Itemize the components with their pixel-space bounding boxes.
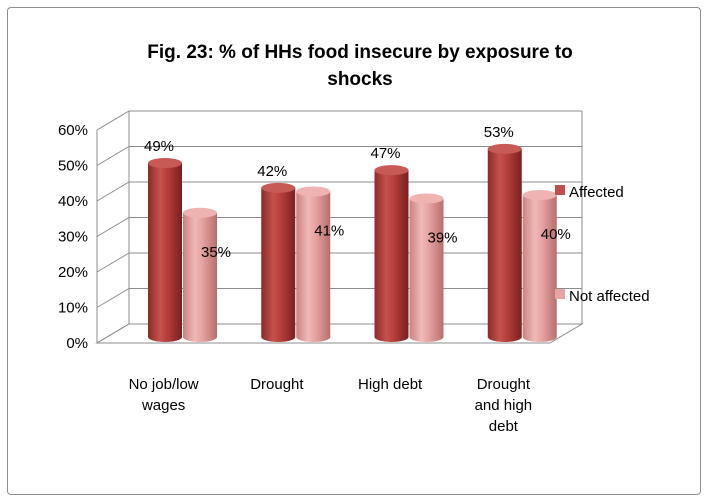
y-tick-label: 60% <box>58 122 88 139</box>
bar <box>296 186 331 342</box>
x-tick-label-line: High debt <box>358 376 423 393</box>
bar <box>148 158 182 342</box>
y-tick-label: 0% <box>66 335 88 352</box>
bar-body <box>296 191 331 342</box>
bar <box>409 193 444 342</box>
bar-top <box>487 143 522 154</box>
bar-body <box>183 212 217 342</box>
y-axis: 0% 10% 20% 30% 40% 50% 60% <box>58 122 88 352</box>
x-tick-label-line: wages <box>141 397 185 414</box>
bar-body <box>522 195 557 342</box>
floor <box>95 323 584 344</box>
x-tick-label: High debt <box>358 376 423 393</box>
bar-body <box>261 187 296 342</box>
chart-title-line-2: shocks <box>327 69 392 90</box>
data-labels: 49% 35% 42% 41% 47% 39% 53% 40% <box>144 124 571 261</box>
bar <box>487 143 522 342</box>
side-wall-line <box>96 146 130 166</box>
chart-frame <box>7 7 701 495</box>
bar <box>183 207 217 342</box>
y-tick-label: 50% <box>58 158 88 175</box>
bars <box>148 143 557 342</box>
data-label: 47% <box>370 145 400 162</box>
data-label: 40% <box>541 226 571 243</box>
legend-label-affected: Affected <box>569 184 624 201</box>
x-tick-label-line: No job/low <box>129 376 199 393</box>
bar-body <box>374 170 409 342</box>
bar <box>522 190 557 342</box>
y-tick-label: 20% <box>58 264 88 281</box>
data-label: 41% <box>314 222 344 239</box>
side-wall-line <box>96 217 130 237</box>
data-label: 53% <box>484 124 514 141</box>
bar-body <box>148 163 182 342</box>
bar-top <box>522 190 557 200</box>
y-tick-label: 30% <box>58 229 88 246</box>
data-label: 39% <box>427 230 457 247</box>
data-label: 35% <box>201 244 231 261</box>
legend-label-not-affected: Not affected <box>569 288 650 305</box>
side-wall-line <box>96 110 130 131</box>
x-tick-label-line: debt <box>489 418 519 435</box>
bar-top <box>296 186 331 197</box>
y-tick-label: 40% <box>58 193 88 210</box>
x-tick-label-line: Drought <box>477 376 531 393</box>
x-axis: No job/low wages Drought High debt Drought an… <box>129 376 533 435</box>
bar-top <box>261 182 296 193</box>
chart-title-line-1: Fig. 23: % of HHs food insecure by expos… <box>147 42 572 63</box>
x-tick-label: Drought and high debt <box>475 376 533 435</box>
bar <box>374 165 409 342</box>
bar-body <box>409 198 444 342</box>
legend: Affected Not affected <box>555 184 650 305</box>
bar-top <box>409 193 444 204</box>
legend-swatch-affected <box>555 185 565 195</box>
bar-body <box>487 148 522 342</box>
side-wall-line <box>96 252 130 273</box>
side-wall-line <box>96 288 130 308</box>
y-tick-label: 10% <box>58 300 88 317</box>
x-tick-label: No job/low wages <box>129 376 199 414</box>
x-tick-label-line: Drought <box>250 376 304 393</box>
bar-top <box>183 207 217 218</box>
data-label: 49% <box>144 138 174 155</box>
x-tick-label-line: and high <box>475 397 533 414</box>
bar-top <box>374 165 409 176</box>
legend-swatch-not-affected <box>555 289 565 299</box>
bar <box>261 182 296 342</box>
data-label: 42% <box>257 163 287 180</box>
bar-top <box>148 158 182 169</box>
side-wall-line <box>96 181 130 202</box>
x-tick-label: Drought <box>250 376 304 393</box>
